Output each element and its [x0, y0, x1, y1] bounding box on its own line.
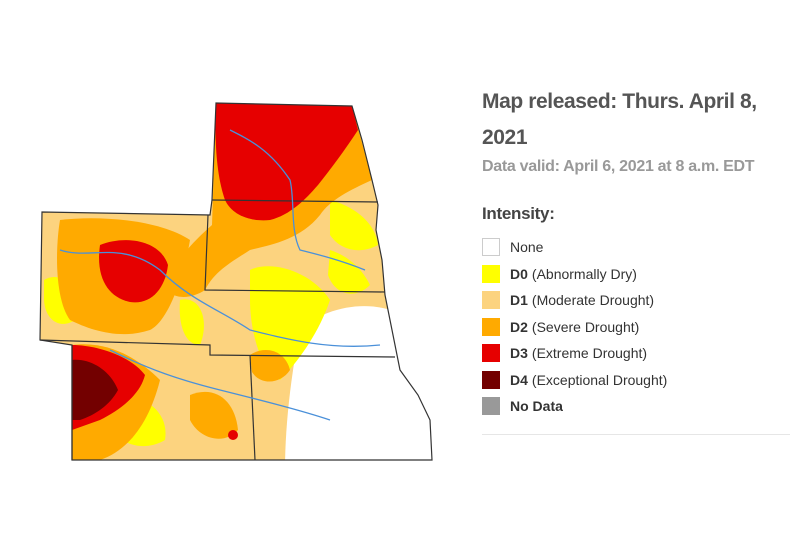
legend-item: D2 (Severe Drought)	[482, 314, 792, 341]
legend-code: D4	[510, 371, 528, 388]
info-panel: Map released: Thurs. April 8, 2021 Data …	[482, 84, 792, 435]
legend-label: (Severe Drought)	[531, 318, 640, 335]
legend-item: D1 (Moderate Drought)	[482, 287, 792, 314]
map-subtitle: Data valid: April 6, 2021 at 8 a.m. EDT	[482, 158, 755, 175]
legend-label: (Extreme Drought)	[531, 345, 648, 362]
state-borders	[39, 102, 433, 461]
legend-swatch	[482, 344, 500, 363]
legend-swatch	[482, 397, 500, 416]
legend-code: D3	[510, 345, 528, 362]
legend-swatch	[482, 317, 500, 336]
legend-item: None	[482, 234, 792, 261]
legend-code: D1	[510, 292, 528, 309]
legend-item: D3 (Extreme Drought)	[482, 340, 792, 367]
legend: None D0 (Abnormally Dry) D1 (Moderate Drough…	[482, 234, 792, 420]
divider	[482, 433, 790, 435]
rivers	[59, 129, 381, 421]
legend-swatch	[482, 291, 500, 310]
legend-swatch	[482, 238, 500, 257]
legend-swatch	[482, 264, 500, 283]
legend-swatch	[482, 370, 500, 389]
legend-label: No Data	[510, 398, 563, 415]
legend-item: D0 (Abnormally Dry)	[482, 261, 792, 288]
legend-label: (Abnormally Dry)	[531, 265, 637, 282]
map-title: Map released: Thurs. April 8, 2021	[482, 90, 757, 149]
drought-map	[39, 102, 433, 461]
legend-label: (Exceptional Drought)	[531, 371, 668, 388]
legend-item: No Data	[482, 393, 792, 420]
legend-title: Intensity:	[482, 204, 555, 223]
legend-label: None	[510, 239, 544, 256]
legend-code: D2	[510, 318, 528, 335]
legend-label: (Moderate Drought)	[531, 292, 655, 309]
legend-item: D4 (Exceptional Drought)	[482, 367, 792, 394]
map-regions	[40, 103, 432, 460]
legend-code: D0	[510, 265, 528, 282]
